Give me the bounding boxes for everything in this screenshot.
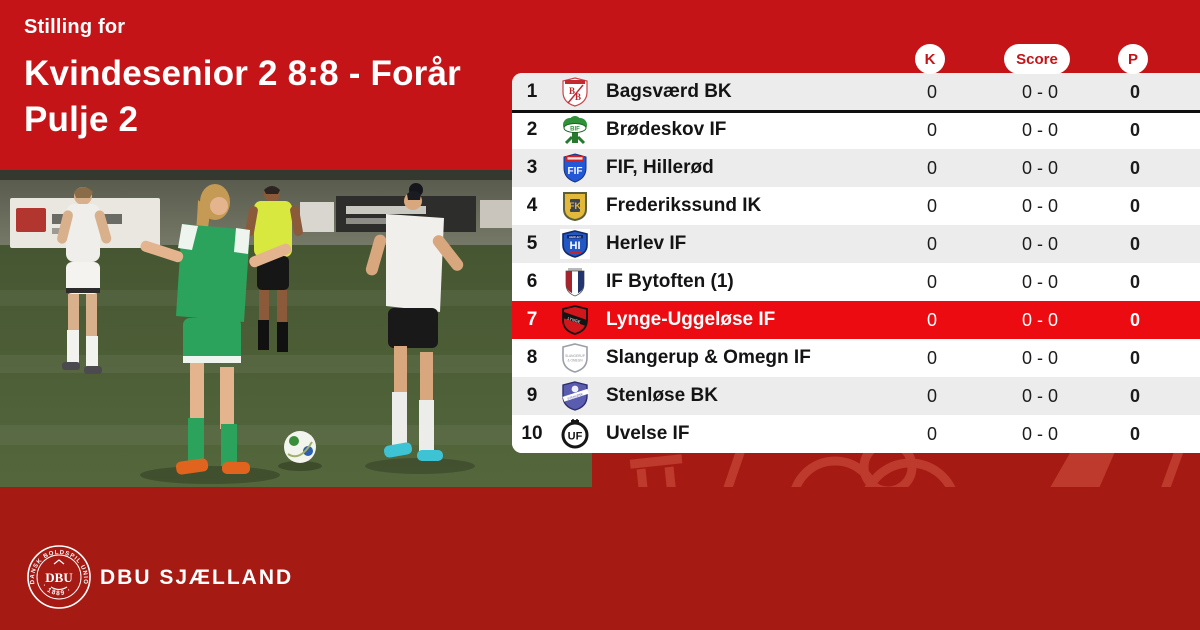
- slangerup-omegn-logo: SLANGERUP & OMEGN: [552, 339, 598, 377]
- dbu-crest-logo: DANSK BOLDSPIL UNION · 1889 · DBU: [26, 544, 91, 609]
- rank: 1: [526, 81, 538, 102]
- dbu-watermark-pattern: [629, 453, 1184, 487]
- column-badge-k: K: [915, 44, 945, 74]
- svg-text:FIF: FIF: [568, 166, 583, 177]
- table-row: 6 IF Bytoften (1) 0 0 - 0 0: [512, 263, 1200, 301]
- table-row: 4 FK Frederikssund IK 0 0 - 0 0: [512, 187, 1200, 225]
- svg-text:BIF: BIF: [570, 127, 580, 133]
- rank: 5: [526, 233, 538, 254]
- soccer-ball: [284, 431, 316, 463]
- table-row: 10 UF Uvelse IF 0 0 - 0 0: [512, 415, 1200, 453]
- rank: 6: [526, 271, 538, 292]
- table-row: 8 SLANGERUP & OMEGN Slangerup & Omegn IF …: [512, 339, 1200, 377]
- frederikssund-ik-logo: FK: [552, 187, 598, 225]
- table-row: 3 FIF FIF, Hillerød 0 0 - 0 0: [512, 149, 1200, 187]
- team-name: Stenløse BK: [606, 385, 718, 406]
- player-green-main: [140, 184, 292, 475]
- rank: 7: [526, 309, 538, 330]
- team-name: Brødeskov IF: [606, 119, 727, 140]
- page-title: Kvindesenior 2 8:8 - Forår: [24, 54, 461, 93]
- column-badge-p: P: [1118, 44, 1148, 74]
- column-badge-score: Score: [1004, 44, 1070, 74]
- svg-text:HERLEV: HERLEV: [569, 235, 581, 239]
- svg-text:B: B: [575, 92, 581, 102]
- referee: [245, 186, 303, 352]
- page-subtitle: Pulje 2: [24, 100, 139, 139]
- logo-monogram: DBU: [45, 570, 73, 585]
- team-name: Uvelse IF: [606, 423, 690, 444]
- table-row: 9 STENLØSE Stenløse BK 0 0 - 0 0: [512, 377, 1200, 415]
- svg-text:SLANGERUP: SLANGERUP: [565, 354, 585, 358]
- team-name: Herlev IF: [606, 233, 687, 254]
- rank: 2: [526, 119, 538, 140]
- table-row: 2 BIF Brødeskov IF 0 0 - 0 0: [512, 111, 1200, 149]
- page-header: Stilling for Kvindesenior 2 8:8 - Forår …: [24, 16, 461, 143]
- first-place-divider: [512, 110, 1200, 113]
- lynge-uggeloese-logo: LYNGE: [552, 301, 598, 339]
- svg-text:LYNGE: LYNGE: [567, 316, 581, 325]
- table-row-highlighted: 7 LYNGE Lynge-Uggeløse IF 0 0 - 0 0: [512, 301, 1200, 339]
- rank: 8: [526, 347, 538, 368]
- svg-text:& OMEGN: & OMEGN: [567, 359, 583, 363]
- if-bytoften-logo: [552, 263, 598, 301]
- rank: 10: [521, 423, 543, 444]
- svg-text:STENLØSE: STENLØSE: [567, 392, 583, 401]
- uvelse-if-logo: UF: [552, 415, 598, 453]
- team-name: Frederikssund IK: [606, 195, 762, 216]
- broedeskov-if-logo: BIF: [552, 111, 598, 149]
- svg-text:HI: HI: [570, 240, 581, 252]
- rank: 4: [526, 195, 538, 216]
- team-name: Lynge-Uggeløse IF: [606, 309, 776, 330]
- svg-text:B: B: [569, 86, 575, 96]
- fif-hilleroed-logo: FIF: [552, 149, 598, 187]
- player-white-left: [57, 187, 112, 374]
- herlev-if-logo: HERLEV HI: [552, 225, 598, 263]
- table-row: 5 HERLEV HI Herlev IF 0 0 - 0 0: [512, 225, 1200, 263]
- rank: 9: [526, 385, 538, 406]
- svg-text:UF: UF: [568, 431, 583, 443]
- team-name: Bagsværd BK: [606, 81, 732, 102]
- team-name: FIF, Hillerød: [606, 157, 714, 178]
- svg-text:FK: FK: [569, 201, 581, 211]
- stenloese-bk-logo: STENLØSE: [552, 377, 598, 415]
- rank: 3: [526, 157, 538, 178]
- brand-wordmark: DBU SJÆLLAND: [100, 566, 294, 589]
- match-photo: [0, 170, 592, 487]
- player-white-right: [365, 183, 464, 461]
- eyebrow-text: Stilling for: [24, 16, 126, 38]
- team-name: IF Bytoften (1): [606, 271, 734, 292]
- team-name: Slangerup & Omegn IF: [606, 347, 811, 368]
